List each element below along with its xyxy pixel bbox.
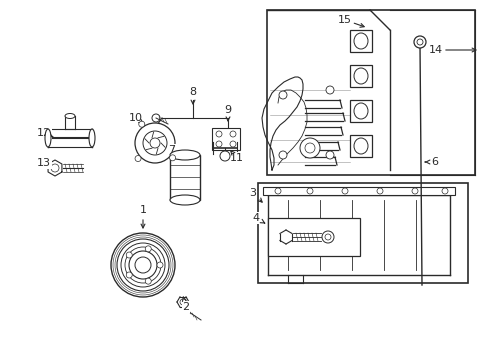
Bar xyxy=(212,128,240,150)
Bar xyxy=(268,218,360,256)
Circle shape xyxy=(322,231,334,243)
Circle shape xyxy=(307,188,313,194)
Circle shape xyxy=(180,299,186,305)
Text: 13: 13 xyxy=(37,158,51,168)
Circle shape xyxy=(216,131,222,137)
Ellipse shape xyxy=(354,68,368,84)
Ellipse shape xyxy=(45,129,51,147)
Circle shape xyxy=(220,151,230,161)
Text: 3: 3 xyxy=(249,188,256,198)
Circle shape xyxy=(275,188,281,194)
Circle shape xyxy=(126,252,132,258)
Circle shape xyxy=(126,272,132,278)
Circle shape xyxy=(129,251,157,279)
Circle shape xyxy=(216,141,222,147)
Circle shape xyxy=(325,234,331,240)
Text: 12: 12 xyxy=(37,128,51,138)
Circle shape xyxy=(230,141,236,147)
Circle shape xyxy=(377,188,383,194)
Circle shape xyxy=(442,188,448,194)
Text: 11: 11 xyxy=(230,153,244,163)
Circle shape xyxy=(279,151,287,159)
Circle shape xyxy=(152,114,160,122)
Circle shape xyxy=(414,36,426,48)
Bar xyxy=(350,135,372,157)
Bar xyxy=(350,100,372,122)
Circle shape xyxy=(111,233,175,297)
Circle shape xyxy=(135,257,151,273)
Text: 7: 7 xyxy=(169,145,175,155)
Circle shape xyxy=(139,121,145,127)
Circle shape xyxy=(412,188,418,194)
Circle shape xyxy=(121,243,165,287)
Ellipse shape xyxy=(354,33,368,49)
Bar xyxy=(350,30,372,52)
Circle shape xyxy=(417,39,423,45)
Circle shape xyxy=(300,138,320,158)
Ellipse shape xyxy=(354,103,368,119)
Ellipse shape xyxy=(170,150,200,160)
Ellipse shape xyxy=(354,138,368,154)
Circle shape xyxy=(145,246,151,252)
Bar xyxy=(350,65,372,87)
Ellipse shape xyxy=(89,129,95,147)
Bar xyxy=(258,183,468,283)
Circle shape xyxy=(305,143,315,153)
Ellipse shape xyxy=(65,113,75,118)
Text: 14: 14 xyxy=(429,45,443,55)
Circle shape xyxy=(125,247,161,283)
Text: 2: 2 xyxy=(182,302,190,312)
Circle shape xyxy=(157,262,163,268)
Ellipse shape xyxy=(170,195,200,205)
Circle shape xyxy=(150,138,160,148)
Circle shape xyxy=(145,278,151,284)
Bar xyxy=(267,10,475,175)
Circle shape xyxy=(170,155,175,161)
Text: 1: 1 xyxy=(140,205,147,215)
Circle shape xyxy=(135,156,141,162)
Text: 15: 15 xyxy=(338,15,352,25)
Circle shape xyxy=(326,151,334,159)
Circle shape xyxy=(117,239,169,291)
Text: 6: 6 xyxy=(432,157,439,167)
Circle shape xyxy=(342,188,348,194)
Text: 10: 10 xyxy=(129,113,143,123)
Circle shape xyxy=(135,123,175,163)
Circle shape xyxy=(143,131,167,155)
Text: 5: 5 xyxy=(290,225,296,235)
Circle shape xyxy=(230,131,236,137)
Text: 8: 8 xyxy=(190,87,196,97)
Bar xyxy=(170,155,200,200)
Text: 9: 9 xyxy=(224,105,232,115)
Text: 4: 4 xyxy=(252,213,260,223)
Circle shape xyxy=(279,91,287,99)
Circle shape xyxy=(326,86,334,94)
Bar xyxy=(263,187,455,195)
Circle shape xyxy=(51,164,59,172)
